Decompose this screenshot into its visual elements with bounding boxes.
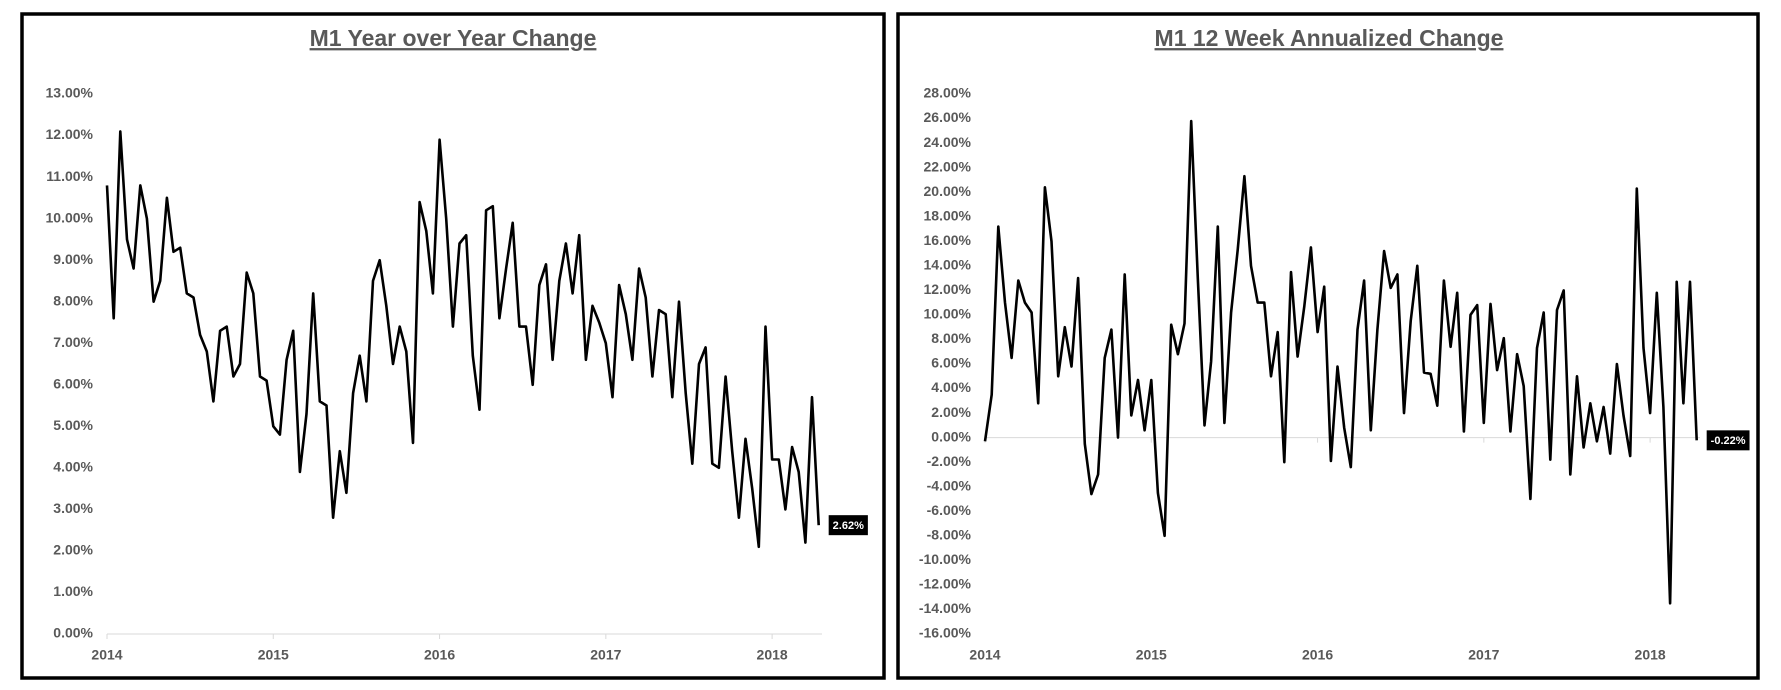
y-tick-label: 8.00% [931,330,971,346]
y-tick-label: 8.00% [53,292,93,308]
y-tick-label: 12.00% [46,126,94,142]
y-tick-label: 2.00% [931,404,971,420]
chart-title: M1 12 Week Annualized Change [1155,25,1504,51]
y-tick-label: -10.00% [919,551,972,567]
x-tick-label: 2014 [969,647,1000,663]
y-tick-label: 11.00% [46,168,93,184]
y-tick-label: -8.00% [927,527,972,543]
x-tick-label: 2015 [258,647,289,663]
y-tick-label: 13.00% [46,85,94,101]
y-tick-label: 1.00% [53,583,93,599]
end-label: 2.62% [833,520,864,532]
y-tick-label: 3.00% [53,500,93,516]
x-tick-label: 2016 [424,647,455,663]
y-tick-label: 0.00% [53,625,93,641]
x-tick-label: 2017 [1468,647,1499,663]
series-line [983,119,1698,605]
end-label-box [1706,430,1750,451]
end-label-box [828,515,868,536]
y-tick-label: 16.00% [924,232,972,248]
y-tick-label: 28.00% [924,85,972,101]
y-tick-label: 7.00% [53,334,93,350]
y-tick-label: 24.00% [924,134,972,150]
y-tick-label: -14.00% [919,600,972,616]
x-tick-label: 2017 [590,647,621,663]
y-tick-label: 6.00% [931,355,971,371]
y-tick-label: 4.00% [53,459,93,475]
x-tick-label: 2018 [1635,647,1666,663]
y-tick-label: -4.00% [927,477,972,493]
chart-title: M1 Year over Year Change [310,25,597,51]
y-tick-label: 20.00% [924,183,972,199]
x-tick-label: 2018 [757,647,788,663]
y-tick-label: 10.00% [924,306,972,322]
y-tick-label: 12.00% [924,281,972,297]
y-tick-label: -12.00% [919,576,972,592]
y-tick-label: 4.00% [931,379,971,395]
y-tick-label: 10.00% [46,209,94,225]
x-tick-label: 2016 [1302,647,1333,663]
y-tick-label: 22.00% [924,158,972,174]
y-tick-label: 18.00% [924,207,972,223]
y-tick-label: -16.00% [919,625,972,641]
y-tick-label: -6.00% [927,502,972,518]
y-tick-label: 0.00% [931,428,971,444]
y-tick-label: 26.00% [924,109,972,125]
panel-frame [20,12,886,680]
y-tick-label: 9.00% [53,251,93,267]
x-tick-label: 2014 [91,647,122,663]
y-tick-label: 6.00% [53,375,93,391]
y-tick-label: 2.00% [53,542,93,558]
end-label: -0.22% [1711,435,1746,447]
y-tick-label: 5.00% [53,417,93,433]
y-tick-label: 14.00% [924,257,972,273]
y-tick-label: -2.00% [927,453,972,469]
panel-frame [896,12,1760,680]
series-line [105,130,820,549]
x-tick-label: 2015 [1136,647,1167,663]
